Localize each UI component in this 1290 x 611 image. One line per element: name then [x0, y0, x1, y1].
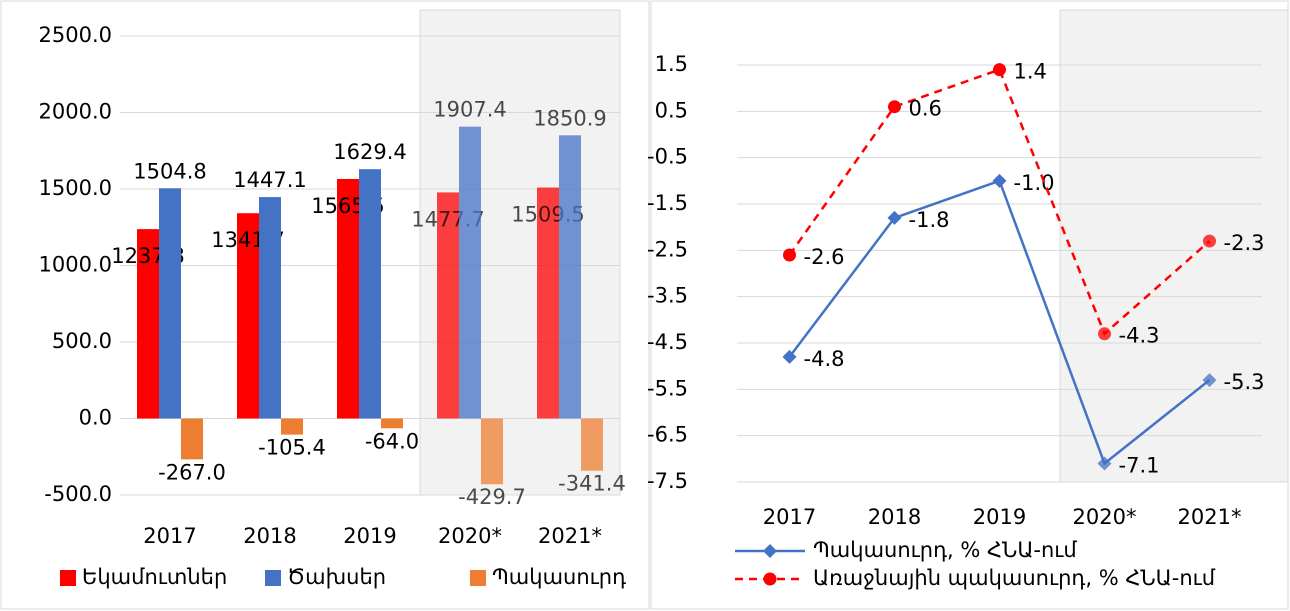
line	[788, 68, 1211, 336]
legend-label: Պակասուրդ, % ՀՆԱ-ում	[813, 538, 1077, 562]
x-tick-label: 2017	[763, 505, 816, 529]
data-label: -7.1	[1119, 453, 1160, 477]
point	[783, 248, 796, 262]
legend-label: Առաջնային պակասուրդ, % ՀՆԱ-ում	[813, 566, 1216, 590]
x-tick-label: 2019	[973, 505, 1026, 529]
y-tick-label: -5.5	[647, 376, 688, 400]
y-tick-label: 0.0	[79, 406, 112, 430]
x-tick-label: 2017	[143, 524, 196, 548]
point	[782, 349, 797, 364]
data-label: 1447.1	[233, 168, 306, 192]
bar	[481, 418, 503, 485]
point	[1202, 373, 1217, 388]
legend-marker	[763, 544, 777, 558]
x-tick-label: 2021*	[538, 524, 602, 548]
data-label: -2.3	[1224, 231, 1265, 255]
x-tick-label: 2021*	[1178, 505, 1242, 529]
bar	[237, 213, 259, 419]
data-label: 1907.4	[433, 98, 506, 122]
y-tick-label: -2.5	[647, 237, 688, 261]
y-tick-label: -500.0	[44, 482, 112, 506]
data-label: 1850.9	[533, 106, 606, 130]
legend-swatch	[60, 570, 76, 586]
data-label: -64.0	[365, 429, 419, 453]
x-tick-label: 2020*	[438, 524, 502, 548]
legend-marker	[763, 572, 777, 586]
data-label: -267.0	[158, 460, 226, 484]
y-tick-label: -6.5	[647, 423, 688, 447]
bar	[381, 418, 403, 429]
data-label: -2.6	[804, 245, 845, 269]
point	[1097, 456, 1112, 471]
legend-label: Եկամուտներ	[82, 565, 227, 589]
data-label: -341.4	[558, 472, 626, 496]
data-label: 0.6	[909, 97, 942, 121]
bar	[559, 135, 581, 419]
legend-label: Պակասուրդ	[492, 565, 626, 589]
y-tick-label: -1.5	[647, 191, 688, 215]
data-label: -105.4	[258, 436, 326, 460]
y-tick-label: -7.5	[647, 469, 688, 493]
y-tick-label: 2000.0	[39, 100, 112, 124]
point	[992, 173, 1007, 188]
data-label: -4.3	[1119, 324, 1160, 348]
bar	[159, 188, 181, 419]
bar	[259, 197, 281, 419]
bar	[281, 418, 303, 435]
point	[1098, 327, 1111, 341]
bar	[459, 126, 481, 419]
data-label: 1504.8	[133, 159, 206, 183]
y-tick-label: -3.5	[647, 284, 688, 308]
point	[888, 100, 901, 114]
y-tick-label: 1500.0	[39, 176, 112, 200]
forecast-shade	[1059, 9, 1289, 483]
y-tick-label: 500.0	[52, 329, 112, 353]
legend-swatch	[470, 570, 486, 586]
data-label: -4.8	[804, 347, 845, 371]
x-tick-label: 2018	[868, 505, 921, 529]
bar	[359, 169, 381, 419]
bar	[137, 229, 159, 419]
y-tick-label: 1.5	[655, 52, 688, 76]
data-label: -5.3	[1224, 370, 1265, 394]
bar	[537, 187, 559, 419]
y-tick-label: 1000.0	[39, 253, 112, 277]
data-label: -1.8	[909, 208, 950, 232]
y-tick-label: -0.5	[647, 145, 688, 169]
x-tick-label: 2020*	[1073, 505, 1137, 529]
point	[1203, 234, 1216, 248]
legend-label: Ծախսեր	[287, 565, 386, 589]
point	[993, 63, 1006, 77]
data-label: 1629.4	[333, 140, 406, 164]
x-tick-label: 2018	[243, 524, 296, 548]
y-tick-label: 0.5	[655, 98, 688, 122]
y-tick-label: 2500.0	[39, 23, 112, 47]
point	[887, 210, 902, 225]
bar	[437, 192, 459, 419]
bar	[581, 418, 603, 471]
y-tick-label: -4.5	[647, 330, 688, 354]
left-frame	[0, 0, 650, 610]
x-tick-label: 2019	[343, 524, 396, 548]
bar	[181, 418, 203, 460]
bar	[337, 178, 359, 419]
data-label: 1.4	[1014, 60, 1047, 84]
legend-swatch	[265, 570, 281, 586]
data-label: -429.7	[458, 485, 526, 509]
